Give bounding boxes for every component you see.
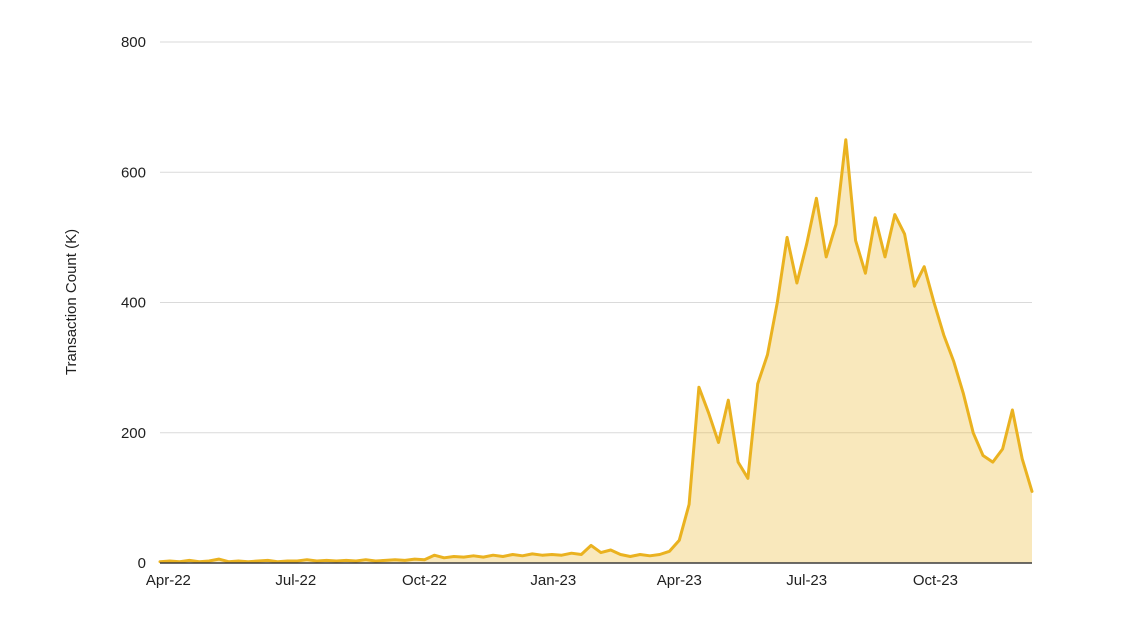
series-area [160,139,1032,563]
x-tick-label: Oct-23 [913,572,958,589]
series-line [158,138,1034,564]
x-tick-label: Jan-23 [530,572,576,589]
gridlines [160,41,1032,434]
y-tick-label: 800 [121,34,146,51]
y-tick-label: 600 [121,164,146,181]
y-tick-label: 400 [121,295,146,312]
series-layer [158,138,1034,564]
x-tick-label: Jul-22 [275,572,316,589]
x-tick-label: Apr-23 [657,572,702,589]
tick-labels: 0 200 400 600 800 Apr-22 Jul-22 Oct-22 Jan-23 Apr… [121,34,958,589]
y-axis-title: Transaction Count (K) [63,229,80,375]
x-tick-label: Apr-22 [146,572,191,589]
x-tick-label: Jul-23 [786,572,827,589]
x-tick-label: Oct-22 [402,572,447,589]
y-tick-label: 200 [121,425,146,442]
y-tick-label: 0 [138,555,146,572]
